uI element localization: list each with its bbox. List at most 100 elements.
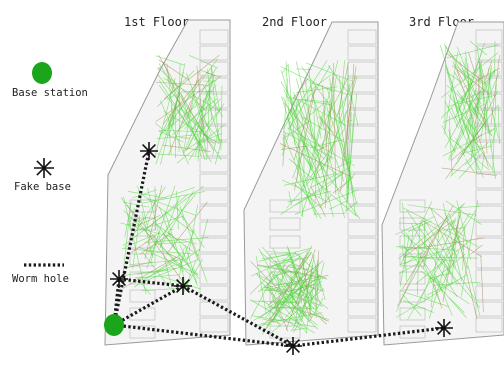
link-line [266,251,290,254]
room-cell [347,109,377,125]
link-line [458,152,484,179]
link-line [286,251,315,304]
link-line [480,63,500,139]
link-line [319,194,332,208]
link-line [455,120,487,165]
wormhole-link [113,284,184,327]
link-line [327,107,333,160]
link-line [295,78,328,191]
link-line [442,203,463,282]
link-line [313,108,316,174]
link-line [444,52,459,130]
link-line [202,84,224,118]
link-line [285,61,290,129]
link-line [266,269,274,283]
link-line [250,261,280,291]
legend-base-station-icon [32,62,52,84]
link-line [305,102,325,120]
link-line [469,40,488,56]
link-line [467,265,480,315]
link-line [329,200,347,210]
link-line [132,214,141,269]
link-line [417,224,420,296]
link-line [281,100,300,156]
link-line [154,222,199,257]
link-line [322,85,328,162]
link-line [288,158,358,217]
link-line [460,145,492,155]
link-line [311,92,345,183]
link-line [470,244,483,255]
link-line [282,78,288,151]
link-line [284,173,337,186]
link-line [442,208,462,303]
room-cell [199,141,229,157]
link-line [340,95,352,192]
link-line [465,51,478,175]
link-line [185,73,202,113]
link-line [402,244,467,318]
link-line [317,145,328,151]
room-cell [199,237,229,253]
fake-base-star [140,142,158,160]
link-line [441,167,497,177]
room-cell [199,221,229,237]
link-line [287,97,332,106]
link-line [294,252,318,273]
link-line [302,299,311,318]
link-line [316,262,325,292]
link-line [481,152,485,171]
link-line [202,81,213,126]
link-line [171,63,186,128]
link-line [444,100,459,129]
legend-worm-hole-label: Worm hole [12,273,69,285]
link-line [448,129,451,138]
link-line [274,273,306,327]
link-line [292,96,348,127]
room-cell [199,189,229,205]
link-line [179,245,198,286]
link-line [300,163,319,217]
link-line [281,261,285,281]
link-line [403,220,454,258]
link-line [338,112,354,197]
link-line [448,94,476,132]
room-cell [475,317,503,333]
link-line [159,196,180,246]
link-line [300,152,314,169]
link-line [449,70,496,161]
link-line [195,79,199,83]
link-line [403,207,480,248]
room-cell [347,237,377,253]
fake-base-star [284,337,302,355]
room-cell [199,253,229,269]
link-line [190,98,222,132]
room-cell [475,141,503,157]
floor-title-1: 1st Floor [124,15,189,29]
link-line [276,275,281,295]
link-line [294,189,359,215]
link-line [122,248,194,255]
link-line [275,286,318,301]
link-line [463,90,482,156]
link-line [267,260,324,306]
fake-base-nodes [110,142,453,355]
link-line [301,76,357,188]
room-cell [347,285,377,301]
link-line [290,327,307,331]
link-line [158,130,184,143]
link-line [197,132,223,144]
link-line [180,137,191,139]
link-line [403,300,434,313]
link-line [399,235,410,287]
link-line [278,277,310,322]
room-cell [347,45,377,61]
link-line [480,255,484,313]
link-line [455,69,496,127]
room-cell [475,29,503,45]
room-cell [475,109,503,125]
link-line [131,186,166,238]
link-line [133,214,161,228]
link-line [449,297,465,313]
link-line [184,259,203,289]
